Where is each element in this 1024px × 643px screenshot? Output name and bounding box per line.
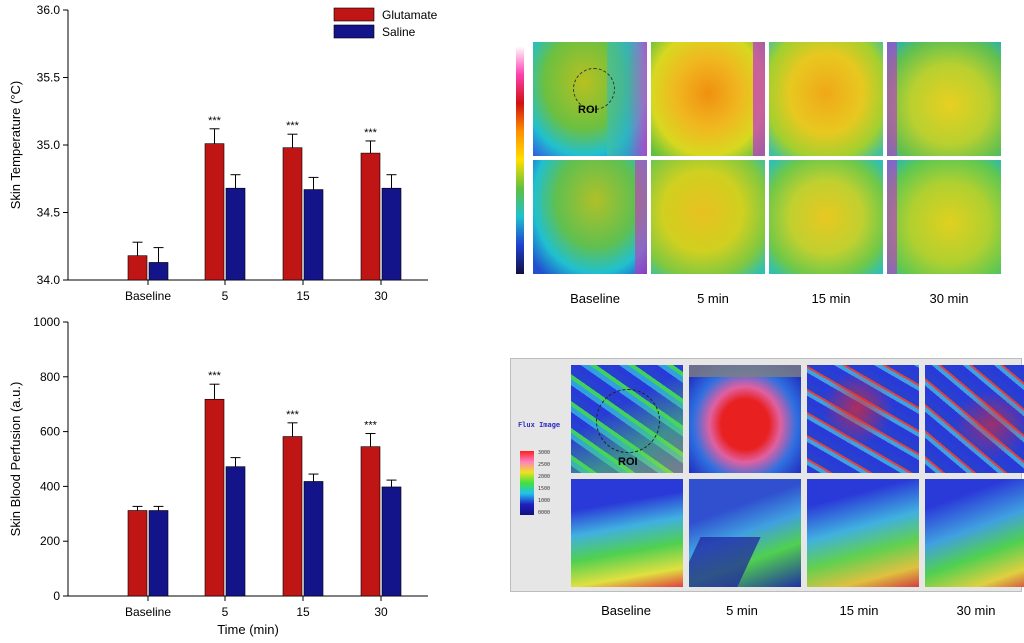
flux-scale-tick: 0000 bbox=[538, 510, 551, 516]
y-tick-label: 34.0 bbox=[37, 273, 61, 287]
bar-saline-30 bbox=[381, 187, 402, 281]
thermal-image-saline-30min bbox=[887, 160, 1001, 274]
bar-saline-baseline bbox=[148, 262, 169, 281]
y-tick-label: 400 bbox=[40, 479, 60, 493]
x-axis-label: Time (min) bbox=[217, 622, 279, 637]
x-tick-label: 15 bbox=[296, 289, 310, 303]
y-tick-label: 800 bbox=[40, 370, 60, 384]
y-axis-label: Skin Temperature (°C) bbox=[8, 81, 23, 210]
x-tick-label: 30 bbox=[374, 289, 388, 303]
thermal-image-grid bbox=[533, 42, 1001, 274]
thermal-image-glutamate-5min bbox=[651, 42, 765, 156]
x-tick-label: 5 bbox=[222, 289, 229, 303]
bar-glutamate-15 bbox=[282, 147, 303, 281]
perfusion-image-glutamate-15min bbox=[807, 365, 919, 473]
significance-marker: *** bbox=[364, 127, 378, 139]
thermal-image-saline-baseline bbox=[533, 160, 647, 274]
perfusion-image-glutamate-baseline bbox=[571, 365, 683, 473]
x-tick-label: Baseline bbox=[125, 289, 171, 303]
thermal-image-saline-5min bbox=[651, 160, 765, 274]
perfusion-caption-baseline: Baseline bbox=[601, 603, 651, 618]
thermal-caption-5min: 5 min bbox=[697, 291, 729, 306]
thermal-caption-15min: 15 min bbox=[811, 291, 851, 306]
y-tick-label: 36.0 bbox=[37, 3, 61, 17]
flux-scale-tick: 2500 bbox=[538, 462, 551, 468]
perfusion-image-saline-30min bbox=[925, 479, 1024, 587]
thermal-caption-baseline: Baseline bbox=[570, 291, 620, 306]
significance-marker: *** bbox=[364, 420, 378, 432]
flux-scale-tick: 1000 bbox=[538, 498, 551, 504]
perfusion-image-glutamate-5min bbox=[689, 365, 801, 473]
x-tick-label: 5 bbox=[222, 605, 229, 619]
significance-marker: *** bbox=[208, 370, 222, 382]
legend-swatch-saline bbox=[333, 24, 375, 39]
perfusion-image-panel: Flux Image 3000 2500 2000 1500 1000 0000… bbox=[510, 358, 1024, 592]
y-tick-label: 600 bbox=[40, 425, 60, 439]
x-tick-label: 30 bbox=[374, 605, 388, 619]
significance-marker: *** bbox=[286, 120, 300, 132]
bar-glutamate-30 bbox=[360, 152, 381, 281]
perfusion-caption-5min: 5 min bbox=[726, 603, 758, 618]
bar-glutamate-baseline bbox=[127, 255, 148, 281]
thermal-image-saline-15min bbox=[769, 160, 883, 274]
bar-saline-5 bbox=[225, 187, 246, 281]
bar-saline-15 bbox=[303, 189, 324, 281]
perfusion-image-grid bbox=[571, 365, 1024, 587]
legend-swatch-glutamate bbox=[333, 7, 375, 22]
y-tick-label: 35.0 bbox=[37, 138, 61, 152]
perfusion-caption-30min: 30 min bbox=[956, 603, 996, 618]
bar-saline-baseline bbox=[148, 510, 169, 597]
flux-scale-tick: 1500 bbox=[538, 486, 551, 492]
perfusion-roi-circle bbox=[596, 389, 660, 453]
bar-glutamate-30 bbox=[360, 446, 381, 597]
flux-scale-tick: 2000 bbox=[538, 474, 551, 480]
thermal-roi-circle bbox=[573, 68, 615, 110]
perfusion-image-saline-5min bbox=[689, 479, 801, 587]
bar-glutamate-5 bbox=[204, 143, 225, 281]
y-tick-label: 34.5 bbox=[37, 206, 61, 220]
flux-color-scale bbox=[520, 451, 534, 515]
bar-glutamate-baseline bbox=[127, 510, 148, 597]
bar-saline-30 bbox=[381, 486, 402, 597]
legend-label-saline: Saline bbox=[382, 25, 416, 39]
thermal-image-glutamate-15min bbox=[769, 42, 883, 156]
bar-glutamate-15 bbox=[282, 436, 303, 597]
flux-image-title: Flux Image bbox=[518, 421, 561, 429]
thermal-image-panel: ROI bbox=[508, 42, 1024, 284]
perfusion-image-glutamate-30min bbox=[925, 365, 1024, 473]
thermal-image-glutamate-30min bbox=[887, 42, 1001, 156]
y-tick-label: 35.5 bbox=[37, 71, 61, 85]
thermal-caption-30min: 30 min bbox=[929, 291, 969, 306]
y-axis-label: Skin Blood Perfusion (a.u.) bbox=[8, 382, 23, 537]
legend-label-glutamate: Glutamate bbox=[382, 8, 438, 22]
perfusion-image-saline-15min bbox=[807, 479, 919, 587]
x-tick-label: Baseline bbox=[125, 605, 171, 619]
x-tick-label: 15 bbox=[296, 605, 310, 619]
thermal-color-scale bbox=[516, 46, 524, 274]
perfusion-image-saline-baseline bbox=[571, 479, 683, 587]
bar-glutamate-5 bbox=[204, 398, 225, 597]
significance-marker: *** bbox=[208, 115, 222, 127]
bar-saline-5 bbox=[225, 466, 246, 597]
flux-scale-tick: 3000 bbox=[538, 450, 551, 456]
perfusion-roi-label: ROI bbox=[618, 456, 638, 468]
perfusion-caption-15min: 15 min bbox=[839, 603, 879, 618]
y-tick-label: 1000 bbox=[33, 315, 60, 329]
thermal-roi-label: ROI bbox=[578, 104, 598, 116]
significance-marker: *** bbox=[286, 409, 300, 421]
y-tick-label: 200 bbox=[40, 534, 60, 548]
y-tick-label: 0 bbox=[53, 589, 60, 603]
bar-saline-15 bbox=[303, 481, 324, 597]
